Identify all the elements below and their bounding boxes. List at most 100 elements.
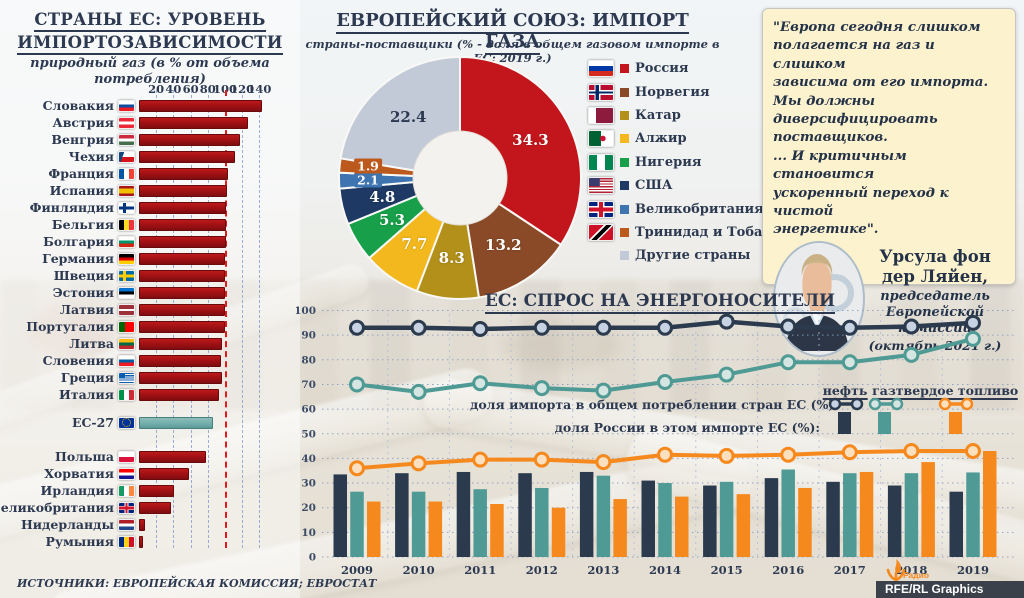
legend-swatch-oil <box>838 412 851 434</box>
country-label: Швеция <box>0 268 118 283</box>
country-label: Ирландия <box>0 483 118 498</box>
donut-legend-item-dz: Алжир <box>588 127 779 150</box>
country-label-text: Польша <box>55 449 114 464</box>
line-marker-0-2012 <box>533 319 550 336</box>
donut-value-qa: 8.3 <box>438 248 465 267</box>
country-label-text: Швеция <box>53 268 114 283</box>
line-marker-0-2015 <box>718 313 735 330</box>
y-label-10: 10 <box>301 527 316 539</box>
y-label-80: 80 <box>301 354 316 366</box>
line-marker-2-2015 <box>718 447 735 464</box>
donut-legend-item-ng: Нигерия <box>588 151 779 174</box>
donut-value-gb: 2.1 <box>354 172 382 188</box>
russia-share-bar-2-2015 <box>736 494 751 557</box>
y-label-100: 100 <box>296 305 316 317</box>
glyph-marker <box>960 397 974 411</box>
line-glyph-svg <box>868 397 904 411</box>
russia-share-bar-2-2014 <box>675 496 689 557</box>
dependency-bar-be <box>139 218 226 231</box>
russia-share-bar-1-2017 <box>843 473 857 557</box>
russia-share-bar-1-2013 <box>596 475 611 557</box>
country-row-se: Швеция <box>0 267 300 284</box>
x-label-2015: 2015 <box>711 563 743 577</box>
legend-color-square <box>620 87 629 97</box>
dependency-bar-ie <box>139 484 175 497</box>
credit-badge: RFE/RL Graphics <box>876 581 1024 598</box>
line-glyph-svg <box>828 397 864 411</box>
dependency-bar-de <box>139 252 225 265</box>
line-marker-1-2012 <box>533 380 550 397</box>
russia-share-bar-2-2017 <box>859 471 874 557</box>
gridline-60 <box>190 90 192 548</box>
country-row-si: Словения <box>0 352 300 369</box>
donut-value-ru: 34.3 <box>512 131 549 150</box>
at-flag-icon <box>118 116 135 129</box>
dependency-bar-si <box>139 354 221 367</box>
donut-legend-item-qa: Катар <box>588 104 779 127</box>
country-label-text: Хорватия <box>44 466 114 481</box>
dependency-bar-gr <box>139 371 222 384</box>
line-marker-0-2009 <box>349 319 365 336</box>
x-label-2019: 2019 <box>957 563 989 577</box>
legend-label: Тринидад и Тобаго <box>635 224 780 240</box>
russia-share-bar-2-2013 <box>613 499 627 557</box>
line-marker-0-2013 <box>595 319 612 336</box>
donut-legend-item-us: США <box>588 174 779 197</box>
russia-share-bar-2-2018 <box>921 462 935 557</box>
line-marker-1-2018 <box>903 346 920 363</box>
x-tick-100: 100 <box>212 82 237 96</box>
country-label: Австрия <box>0 115 118 130</box>
donut-value-us: 4.8 <box>369 187 396 206</box>
ee-flag-icon <box>118 286 135 299</box>
russia-share-bar-0-2009 <box>333 474 347 557</box>
gb-flag-icon <box>118 501 135 514</box>
russia-share-bar-0-2019 <box>949 491 963 557</box>
reference-line-100 <box>225 90 227 548</box>
x-label-2011: 2011 <box>464 563 496 577</box>
left-chart-title-line1: СТРАНЫ ЕС: УРОВЕНЬ <box>34 10 266 32</box>
line-marker-2-2012 <box>533 451 550 468</box>
dependency-bar-se <box>139 269 225 282</box>
ro-flag-icon <box>118 535 135 548</box>
fr-flag-icon <box>118 167 135 180</box>
demand-chart-title: ЕС: СПРОС НА ЭНЕРГОНОСИТЕЛИ <box>430 291 890 314</box>
y-label-60: 60 <box>301 404 316 416</box>
glyph-marker <box>868 397 882 411</box>
dependency-bar-fr <box>139 167 229 180</box>
x-label-2009: 2009 <box>341 563 373 577</box>
dz-flag-icon <box>588 130 614 148</box>
line-marker-1-2014 <box>657 373 673 390</box>
country-row-gb: Великобритания <box>0 499 300 516</box>
country-label: Греция <box>0 370 118 385</box>
pt-flag-icon <box>118 320 135 333</box>
country-row-cz: Чехия <box>0 148 300 165</box>
country-row-sk: Словакия <box>0 97 300 114</box>
legend-header-solid: твердое топливо <box>895 383 1019 400</box>
dependency-bar-gb <box>139 501 171 514</box>
line-marker-0-2017 <box>841 319 858 336</box>
country-label: Италия <box>0 387 118 402</box>
dependency-bar-at <box>139 116 249 129</box>
russia-share-bar-0-2015 <box>703 485 717 557</box>
line-marker-0-2018 <box>903 318 920 335</box>
donut-legend-item-ru: Россия <box>588 57 779 80</box>
country-label: Великобритания <box>0 500 118 515</box>
country-label-text: Венгрия <box>51 132 114 147</box>
donut-legend: Россия Норвегия Катар Алжир Нигерия США Велико… <box>588 57 779 268</box>
line-marker-2-2018 <box>903 443 920 460</box>
russia-share-bar-1-2011 <box>473 489 487 557</box>
country-label: Хорватия <box>0 466 118 481</box>
tt-flag-icon <box>588 223 614 241</box>
legend-label: Норвегия <box>635 84 710 100</box>
donut-legend-item-tt: Тринидад и Тобаго <box>588 221 779 244</box>
line-marker-2-2017 <box>841 444 858 461</box>
de-flag-icon <box>118 252 135 265</box>
line-marker-1-2009 <box>349 376 365 393</box>
glyph-marker <box>890 397 904 411</box>
country-row-ie: Ирландия <box>0 482 300 499</box>
sk-flag-icon <box>118 99 135 112</box>
left-chart-title-line2: ИМПОРТОЗАВИСИМОСТИ <box>17 33 283 55</box>
x-tick-60: 60 <box>182 82 199 96</box>
country-label-text: Нидерланды <box>20 517 114 532</box>
